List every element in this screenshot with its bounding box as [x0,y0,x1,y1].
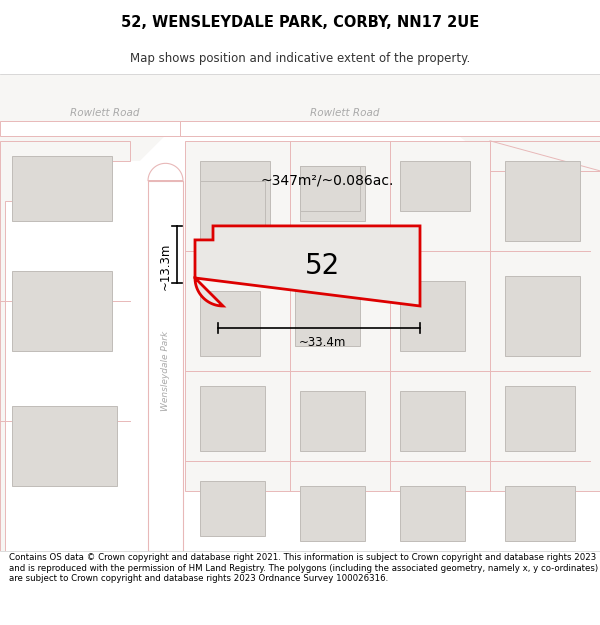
Polygon shape [0,141,130,551]
Bar [400,486,465,541]
Bar [300,166,360,211]
Bar [505,161,580,241]
Text: Contains OS data © Crown copyright and database right 2021. This information is : Contains OS data © Crown copyright and d… [9,554,598,583]
Bar [200,181,265,241]
Bar [12,156,112,221]
Bar [505,276,580,356]
Bar [200,481,265,536]
Bar [200,291,260,356]
Polygon shape [185,141,600,491]
Bar [295,286,360,346]
Text: 52, WENSLEYDALE PARK, CORBY, NN17 2UE: 52, WENSLEYDALE PARK, CORBY, NN17 2UE [121,15,479,30]
Text: Map shows position and indicative extent of the property.: Map shows position and indicative extent… [130,52,470,64]
Bar [300,391,365,451]
Polygon shape [195,226,420,306]
Bar [400,281,465,351]
Polygon shape [490,141,600,171]
Bar [200,161,270,236]
Bar [200,386,265,451]
Bar [400,391,465,451]
Bar [148,181,183,551]
Text: Wensleydale Park: Wensleydale Park [161,331,170,411]
Text: ~347m²/~0.086ac.: ~347m²/~0.086ac. [261,174,394,188]
Polygon shape [0,121,180,136]
Text: 52: 52 [305,252,340,280]
Bar [505,386,575,451]
Text: Rowlett Road: Rowlett Road [70,107,139,118]
Bar [12,406,117,486]
Polygon shape [0,74,600,161]
Bar [300,486,365,541]
Polygon shape [148,163,183,181]
Bar [400,161,470,211]
Bar [300,166,365,221]
Text: ~13.3m: ~13.3m [158,242,172,289]
Text: ~33.4m: ~33.4m [299,336,346,349]
Bar [12,271,112,351]
Bar [505,486,575,541]
Text: Rowlett Road: Rowlett Road [310,107,380,118]
Polygon shape [180,121,600,136]
